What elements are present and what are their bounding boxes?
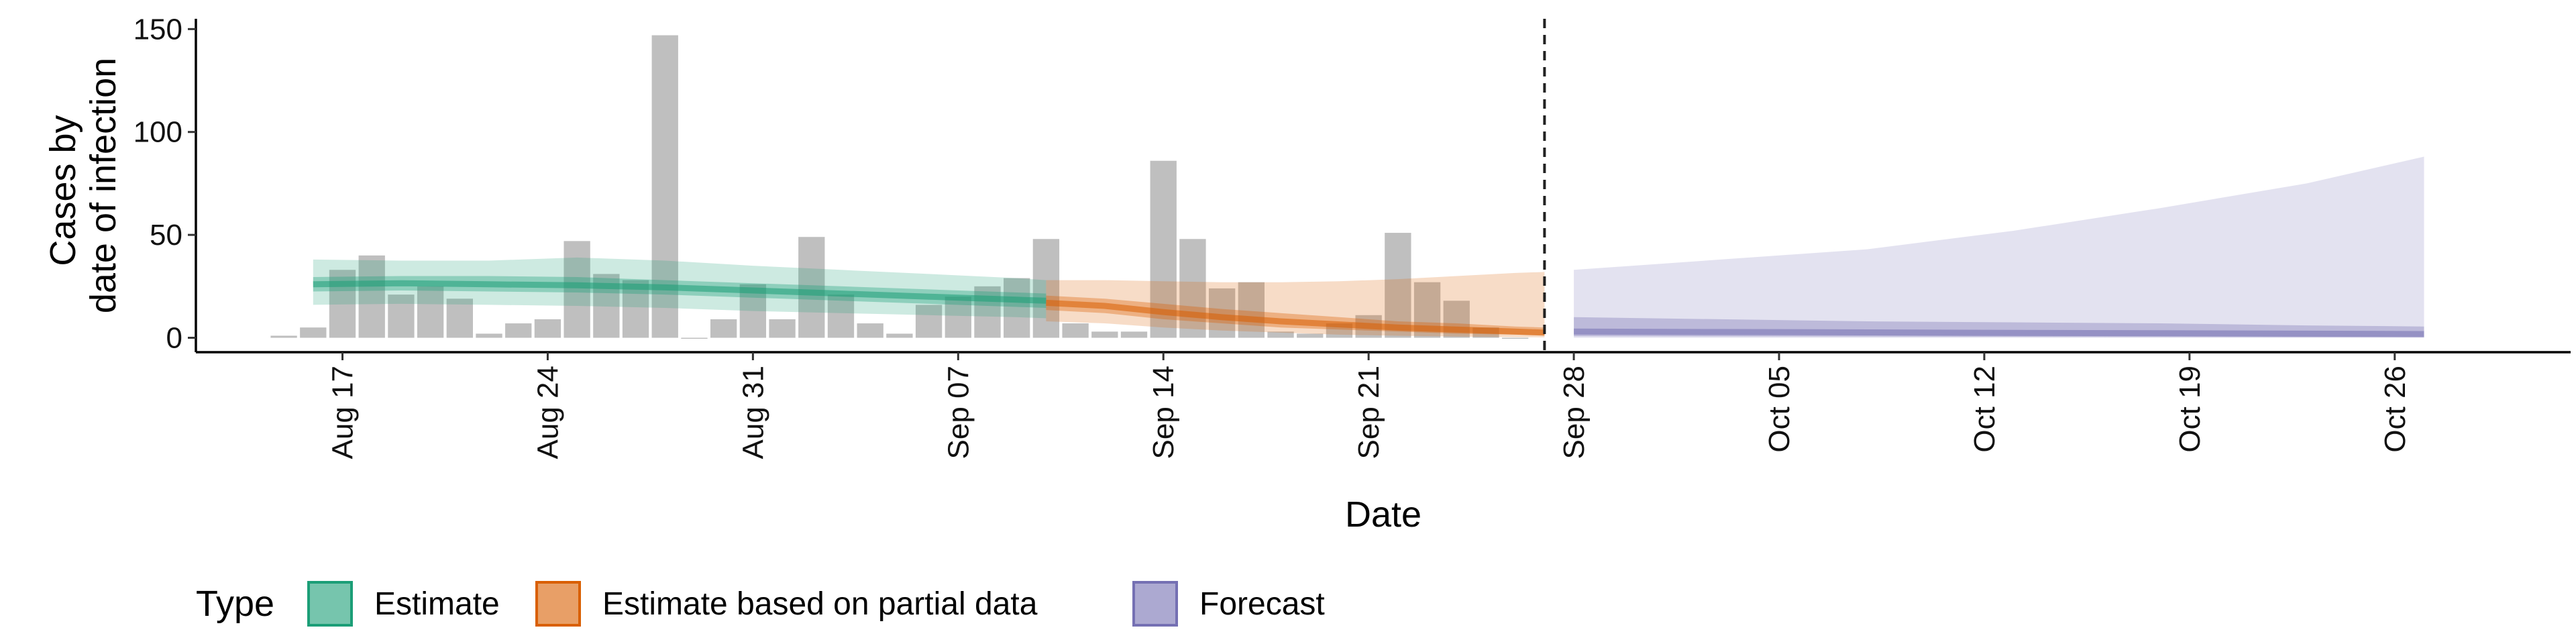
case-bar <box>564 241 590 338</box>
case-bar <box>915 305 943 338</box>
case-bar <box>417 286 444 338</box>
y-tick-label: 150 <box>133 13 182 46</box>
case-bar <box>446 299 473 338</box>
median-line-2 <box>1574 328 2424 337</box>
legend-label: Estimate <box>374 586 500 622</box>
x-tick-label: Sep 07 <box>942 366 975 459</box>
case-bar <box>798 237 825 338</box>
y-tick-label: 100 <box>133 116 182 149</box>
case-bar <box>945 297 971 338</box>
x-tick-label: Aug 17 <box>327 366 360 459</box>
y-axis-title-line-2: date of infection <box>83 58 123 313</box>
case-bar <box>1297 333 1324 338</box>
case-bar <box>1238 282 1265 338</box>
case-bar <box>769 319 796 338</box>
x-tick-label: Oct 19 <box>2174 366 2206 453</box>
x-tick-label: Oct 26 <box>2379 366 2412 453</box>
y-tick-label: 0 <box>166 322 182 355</box>
legend-label: Forecast <box>1199 586 1325 622</box>
x-tick-label: Aug 31 <box>737 366 769 459</box>
legend-swatch <box>1132 581 1178 627</box>
x-tick-label: Sep 14 <box>1147 366 1180 459</box>
case-bar <box>300 327 327 338</box>
case-bar <box>505 323 532 338</box>
case-bar <box>1120 331 1148 338</box>
axes: 0 50 100 150 Aug 17 Aug 24 Aug 31 Sep 07 Sep 14 S… <box>133 13 2571 459</box>
median-line-0 <box>313 280 1046 304</box>
case-bar <box>270 335 297 338</box>
case-bar <box>358 255 385 338</box>
legend-title: Type <box>196 584 274 624</box>
case-bar <box>1062 323 1089 338</box>
legend-label: Estimate based on partial data <box>602 586 1038 622</box>
legend: Type Estimate Estimate based on partial d… <box>196 581 1325 627</box>
median-line-1 <box>1046 299 1545 336</box>
y-tick-label: 50 <box>150 219 182 252</box>
x-axis-title: Date <box>1345 494 1421 535</box>
x-tick-label: Aug 24 <box>531 366 564 459</box>
case-bar <box>1385 233 1411 338</box>
case-bar <box>974 286 1001 338</box>
y-axis-title: Cases by date of infection <box>43 58 123 313</box>
case-bar <box>886 333 913 338</box>
case-bar <box>1208 288 1236 338</box>
case-bar <box>1091 331 1118 338</box>
case-bar <box>857 323 883 338</box>
case-bar <box>710 319 737 338</box>
case-bar <box>476 333 502 338</box>
plot-area <box>270 19 2424 352</box>
y-axis-title-line-1: Cases by <box>43 115 83 266</box>
case-bar <box>1179 239 1206 338</box>
case-bar <box>681 337 708 339</box>
x-tick-label: Sep 28 <box>1558 366 1591 459</box>
legend-swatch <box>307 581 353 627</box>
x-tick-label: Oct 12 <box>1968 366 2001 453</box>
legend-swatch <box>535 581 581 627</box>
case-bar <box>1032 239 1060 338</box>
case-bar <box>1502 337 1529 339</box>
ribbon-90-1 <box>1046 272 1545 337</box>
x-tick-label: Oct 05 <box>1763 366 1796 453</box>
case-bar <box>388 294 415 338</box>
case-bar <box>1004 278 1030 338</box>
x-tick-label: Sep 21 <box>1352 366 1385 459</box>
case-bar <box>1267 331 1294 338</box>
case-bar <box>534 319 561 338</box>
ribbon-90-2 <box>1574 156 2424 338</box>
case-bar <box>827 294 855 338</box>
